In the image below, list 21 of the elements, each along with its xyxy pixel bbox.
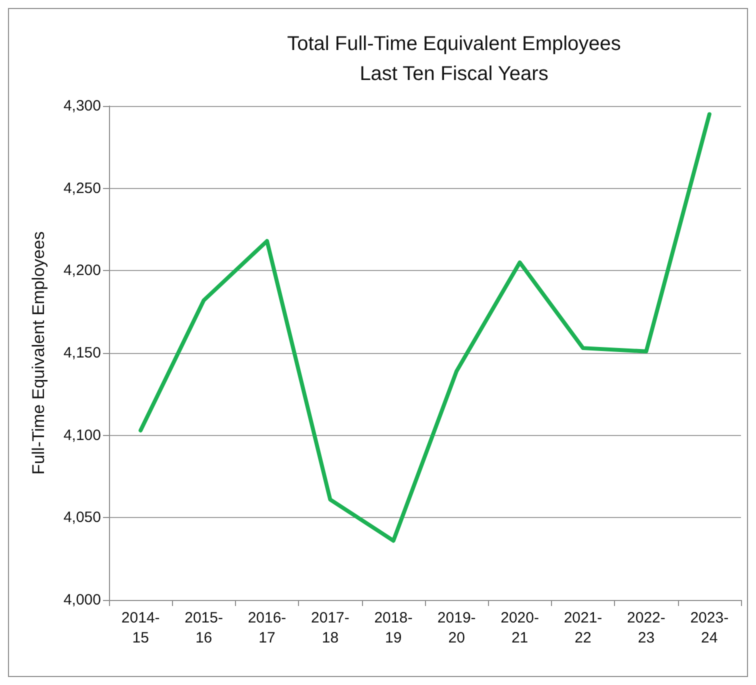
x-tick-label: 2016-17 xyxy=(248,610,286,646)
y-tick-label: 4,150 xyxy=(63,344,101,362)
x-tick-label: 2015-16 xyxy=(184,610,223,646)
y-tick-label: 4,200 xyxy=(63,262,101,280)
x-tick-label: 2017-18 xyxy=(311,610,350,646)
y-tick-label: 4,300 xyxy=(63,98,101,114)
y-axis-title: Full-Time Equivalent Employees xyxy=(29,231,48,475)
chart-title: Total Full-Time Equivalent Employees xyxy=(287,33,621,55)
x-tick-label: 2014-15 xyxy=(121,610,160,646)
x-tick-label: 2018-19 xyxy=(374,610,413,646)
chart-subtitle: Last Ten Fiscal Years xyxy=(360,63,548,85)
y-tick-label: 4,000 xyxy=(63,592,101,608)
x-tick-label: 2022-23 xyxy=(627,610,666,646)
x-tick-label: 2019-20 xyxy=(437,610,476,646)
y-tick-label: 4,250 xyxy=(63,180,101,197)
x-tick-label: 2023-24 xyxy=(690,610,729,646)
x-tick-label: 2020-21 xyxy=(500,610,539,646)
x-tick-label: 2021-22 xyxy=(564,610,602,646)
y-tick-label: 4,050 xyxy=(63,509,101,526)
line-series xyxy=(138,112,712,543)
y-tick-label: 4,100 xyxy=(63,426,101,444)
